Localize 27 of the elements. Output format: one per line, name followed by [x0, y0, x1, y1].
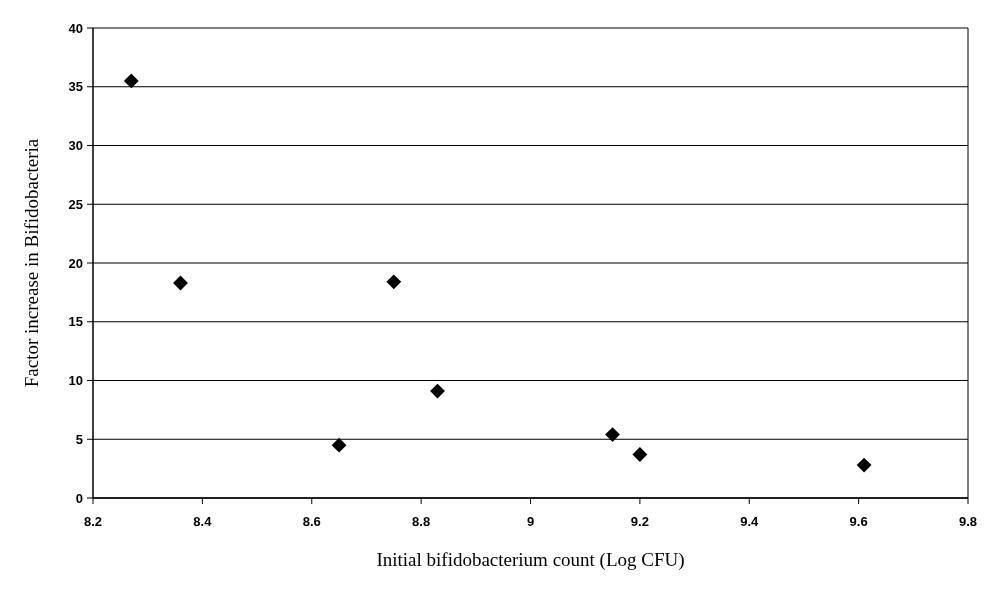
x-tick-label: 8.2 — [83, 514, 103, 529]
y-tick-label: 20 — [68, 255, 83, 271]
x-tick-label: 8.6 — [302, 514, 321, 529]
x-tick-label: 9.2 — [630, 514, 649, 529]
point — [632, 447, 648, 462]
point — [123, 73, 139, 89]
point — [856, 457, 872, 473]
point — [386, 274, 402, 290]
x-tick-label: 9.6 — [849, 514, 868, 529]
x-tick-label: 9 — [526, 514, 535, 529]
point — [430, 383, 445, 399]
y-tick-label: 35 — [68, 79, 83, 95]
y-tick-label: 25 — [68, 196, 83, 212]
x-tick-label: 9.4 — [740, 514, 760, 529]
y-tick-label: 30 — [68, 138, 83, 154]
y-tick-label: 15 — [68, 314, 83, 330]
x-tick-label: 8.4 — [193, 514, 213, 529]
y-tick-label: 0 — [75, 490, 83, 506]
y-tick-label: 40 — [68, 20, 83, 36]
y-tick-label: 5 — [75, 431, 83, 447]
y-tick-label: 10 — [68, 373, 83, 389]
x-tick-label: 9.8 — [958, 514, 978, 529]
x-axis-title: Initial bifidobacterium count (Log CFU) — [376, 549, 685, 571]
point — [331, 437, 347, 453]
point — [605, 427, 620, 442]
y-axis-title: Factor increase in Bifidobacteria — [21, 138, 42, 388]
x-tick-label: 8.8 — [412, 514, 431, 529]
